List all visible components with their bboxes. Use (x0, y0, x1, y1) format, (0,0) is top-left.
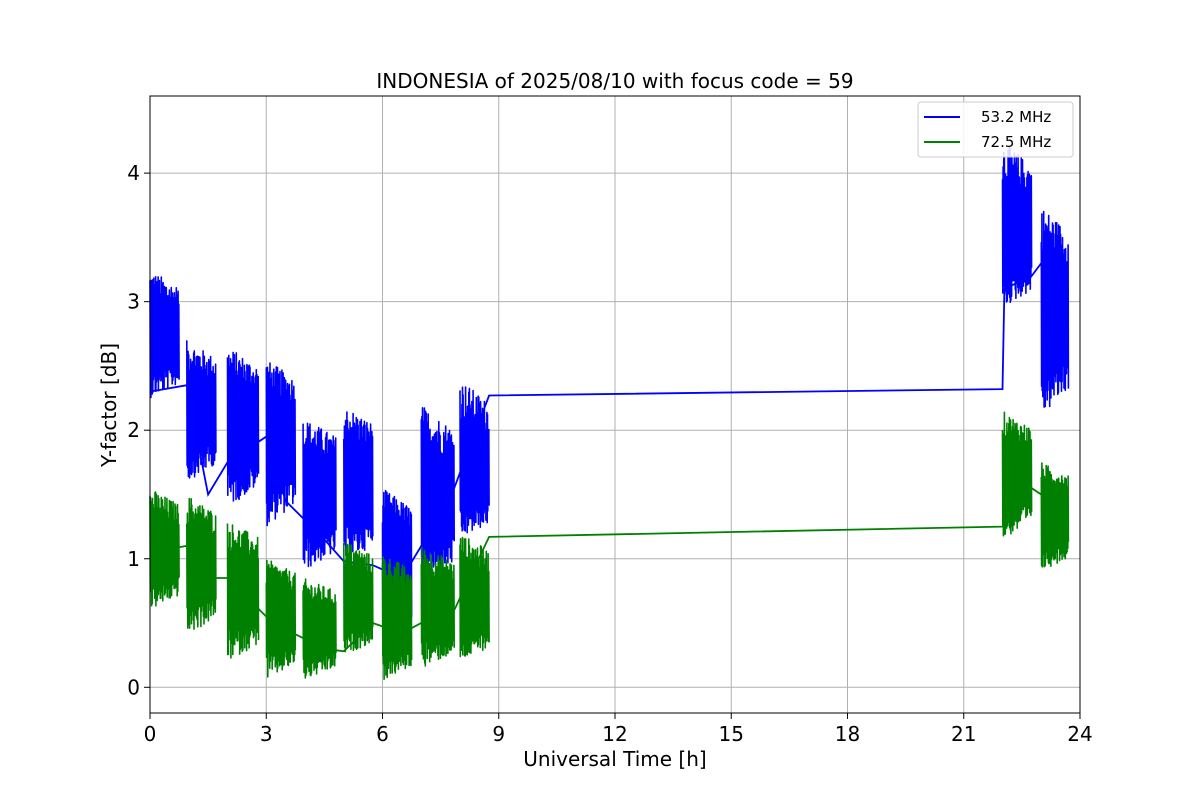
x-tick-label: 9 (492, 722, 505, 746)
x-tick-label: 3 (260, 722, 273, 746)
x-tick-label: 6 (376, 722, 389, 746)
y-axis-label: Y-factor [dB] (97, 343, 121, 468)
series-burst (1001, 411, 1033, 537)
series-burst (1040, 462, 1070, 568)
series-burst (149, 275, 180, 399)
series-burst (1040, 210, 1070, 408)
legend-box (917, 101, 1074, 158)
series-burst (186, 340, 217, 479)
series-burst (459, 386, 490, 534)
y-tick-label: 4 (127, 161, 140, 185)
series-burst (265, 559, 297, 678)
series-burst (381, 556, 413, 681)
series-72-5-mhz (149, 411, 1070, 681)
x-tick-label: 15 (719, 722, 744, 746)
x-tick-label: 12 (602, 722, 627, 746)
series-burst (226, 523, 260, 659)
data-layer (149, 146, 1070, 681)
series-burst (149, 491, 180, 607)
x-tick-label: 0 (144, 722, 157, 746)
series-burst (342, 411, 374, 561)
y-tick-label: 2 (127, 418, 140, 442)
y-tick-label: 1 (127, 547, 140, 571)
x-tick-label: 18 (835, 722, 860, 746)
series-burst (342, 542, 374, 653)
series-burst (226, 351, 260, 502)
legend-label-53-2: 53.2 MHz (981, 108, 1051, 126)
series-burst (459, 536, 490, 658)
series-burst (302, 422, 337, 568)
series-burst (420, 546, 456, 667)
y-tick-label: 0 (127, 675, 140, 699)
chart-title: INDONESIA of 2025/08/10 with focus code … (376, 69, 853, 93)
legend-label-72-5: 72.5 MHz (981, 133, 1051, 151)
series-burst (302, 578, 337, 679)
x-tick-label: 21 (951, 722, 976, 746)
x-tick-label: 24 (1067, 722, 1092, 746)
series-burst (186, 497, 217, 630)
series-burst (265, 362, 297, 527)
x-axis-label: Universal Time [h] (523, 747, 706, 771)
series-burst (1001, 146, 1033, 304)
series-burst (420, 406, 456, 578)
legend: 53.2 MHz 72.5 MHz (917, 101, 1074, 158)
y-tick-label: 3 (127, 290, 140, 314)
